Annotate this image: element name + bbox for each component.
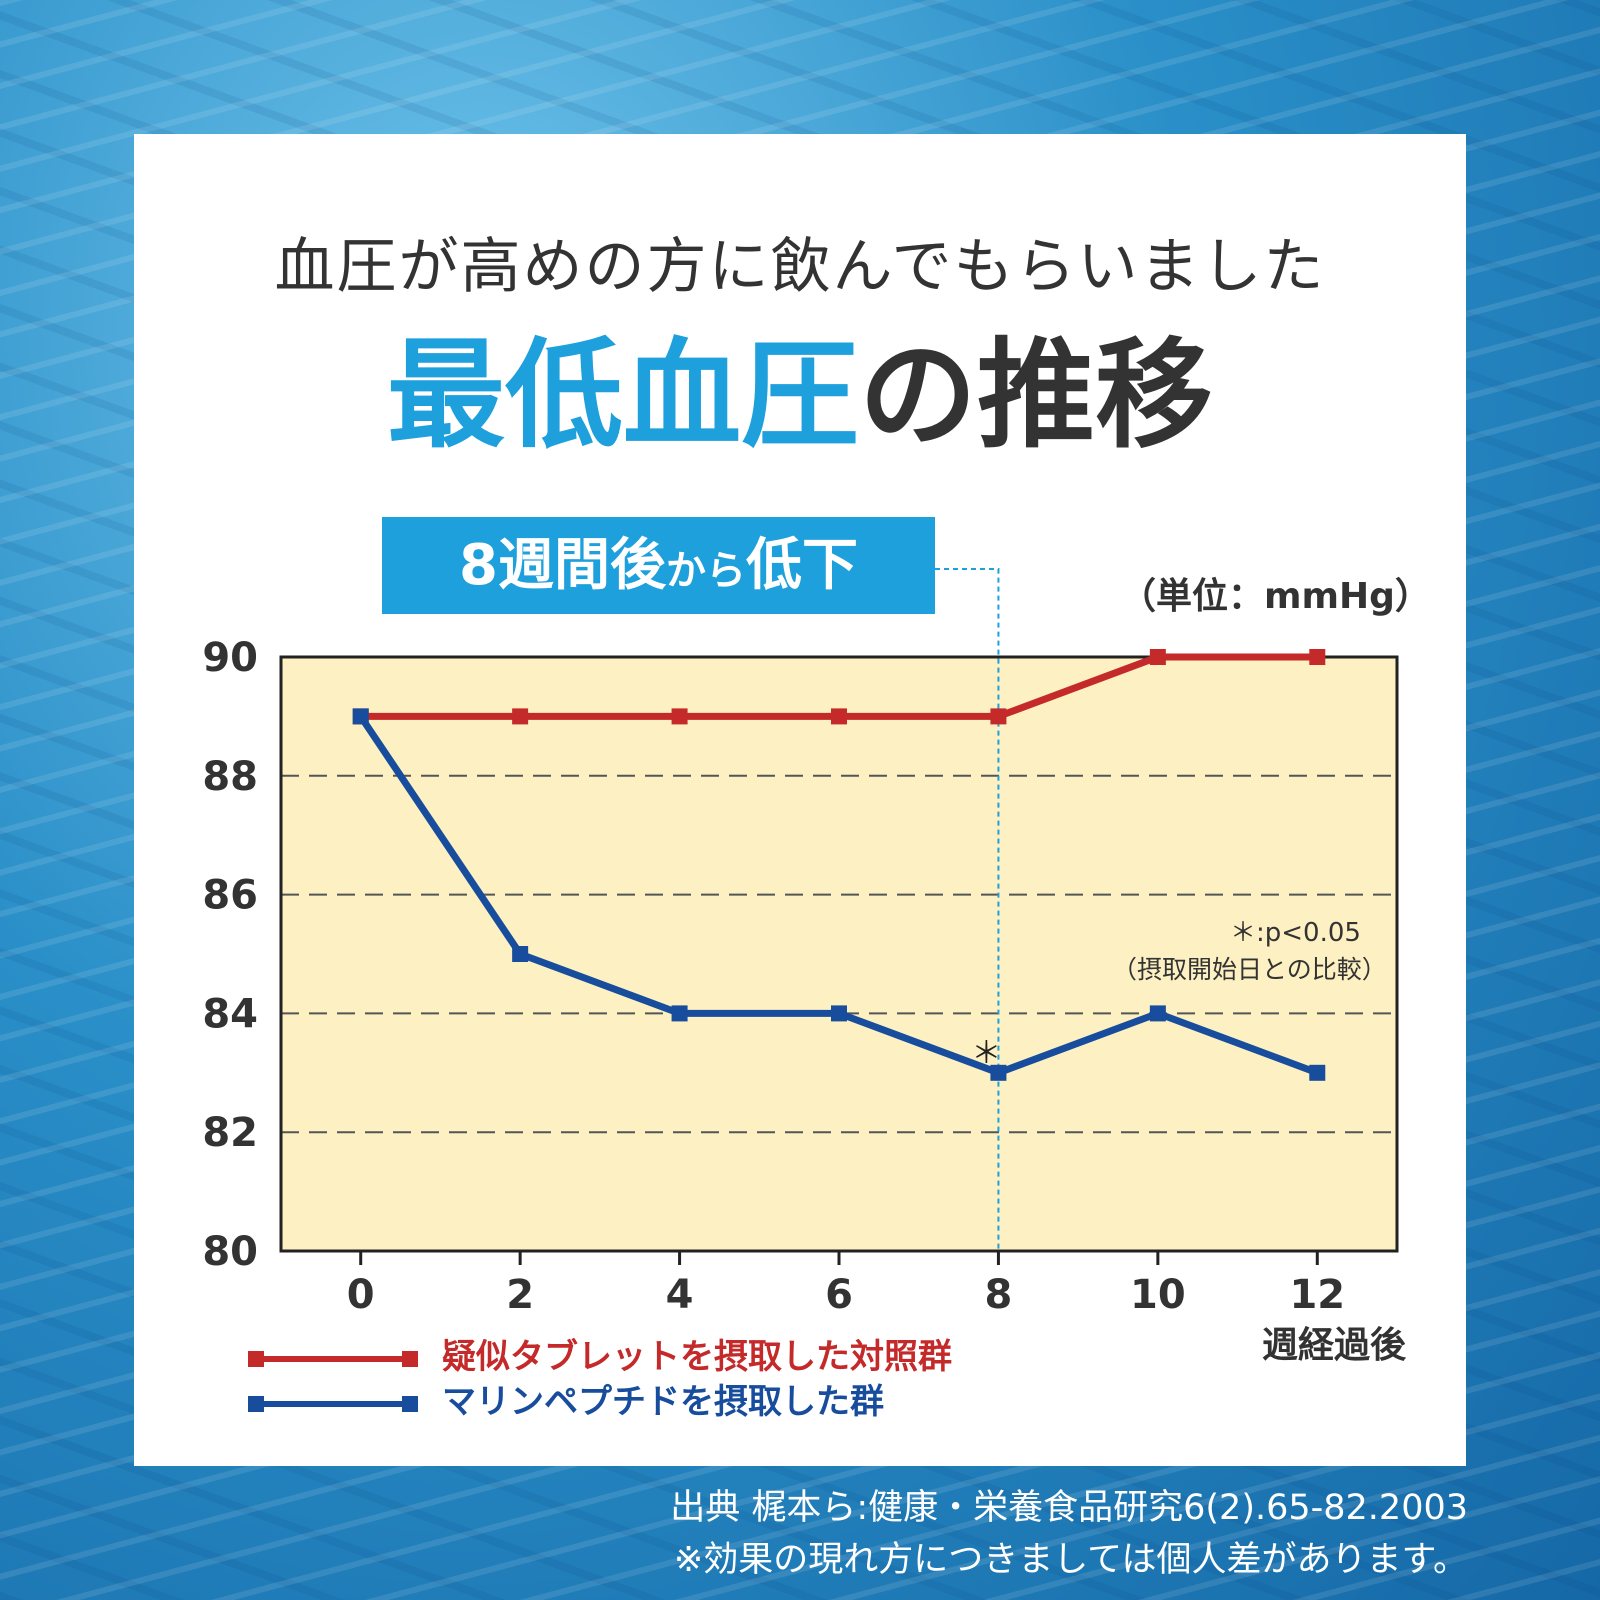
y-tick-label: 82 xyxy=(202,1110,258,1156)
treatment-point xyxy=(671,1005,688,1022)
x-tick-label: 4 xyxy=(666,1272,694,1318)
x-tick-label: 8 xyxy=(985,1272,1013,1318)
treatment-point xyxy=(1149,1005,1166,1022)
treatment-point xyxy=(352,708,369,725)
legend-item-control: 疑似タブレットを摂取した対照群 xyxy=(248,1335,952,1379)
badge-part2: から xyxy=(665,548,746,594)
badge-part1: 8週間後 xyxy=(459,533,666,598)
legend-swatch-control xyxy=(248,1350,418,1367)
treatment-point xyxy=(512,946,529,962)
source-citation: 出典 梶本ら:健康・栄養食品研究6(2).65-82.2003 ※効果の現れ方に… xyxy=(670,1482,1468,1586)
headline-line1: 血圧が高めの方に飲んでもらいました xyxy=(274,232,1326,302)
x-axis-unit: 週経過後 xyxy=(1262,1325,1407,1366)
highlight-guide xyxy=(935,568,1000,1251)
treatment-point xyxy=(1309,1064,1326,1081)
control-point xyxy=(512,708,529,725)
source-line1: 出典 梶本ら:健康・栄養食品研究6(2).65-82.2003 xyxy=(670,1488,1468,1528)
y-tick-label: 80 xyxy=(202,1229,258,1275)
control-point xyxy=(1309,649,1326,665)
x-tick-label: 6 xyxy=(825,1272,853,1318)
legend-label-control: 疑似タブレットを摂取した対照群 xyxy=(442,1337,952,1377)
legend-item-treatment: マリンペプチドを摂取した群 xyxy=(248,1380,884,1424)
control-point xyxy=(831,708,847,725)
callout-badge: 8週間後から低下 xyxy=(382,517,935,614)
legend-swatch-treatment xyxy=(248,1395,418,1412)
significance-note: ＊:p<0.05 xyxy=(1230,918,1361,948)
control-point xyxy=(671,708,688,725)
control-point xyxy=(990,708,1007,725)
badge-part3: 低下 xyxy=(745,533,858,598)
legend-label-treatment: マリンペプチドを摂取した群 xyxy=(442,1382,884,1422)
y-tick-label: 90 xyxy=(202,635,258,681)
treatment-point xyxy=(831,1005,847,1022)
headline-rest: の推移 xyxy=(859,325,1214,464)
headline-line2: 最低血圧の推移 xyxy=(0,325,1600,465)
treatment-point xyxy=(990,1064,1007,1081)
plot-area xyxy=(281,657,1397,1251)
x-tick-label: 12 xyxy=(1289,1272,1345,1318)
x-tick-label: 0 xyxy=(347,1272,375,1318)
x-tick-label: 2 xyxy=(506,1272,534,1318)
y-tick-label: 84 xyxy=(202,991,258,1037)
y-tick-label: 86 xyxy=(202,873,258,919)
significance-note-detail: （摂取開始日との比較） xyxy=(1112,955,1387,984)
unit-label: （単位：mmHg） xyxy=(1120,576,1431,617)
control-point xyxy=(1149,649,1166,665)
headline-highlight: 最低血圧 xyxy=(386,326,859,464)
x-tick-label: 10 xyxy=(1130,1272,1186,1318)
y-tick-label: 88 xyxy=(202,754,258,800)
source-line2: ※効果の現れ方につきましては個人差があります。 xyxy=(673,1540,1468,1580)
significance-marker: ＊ xyxy=(971,1036,1001,1071)
